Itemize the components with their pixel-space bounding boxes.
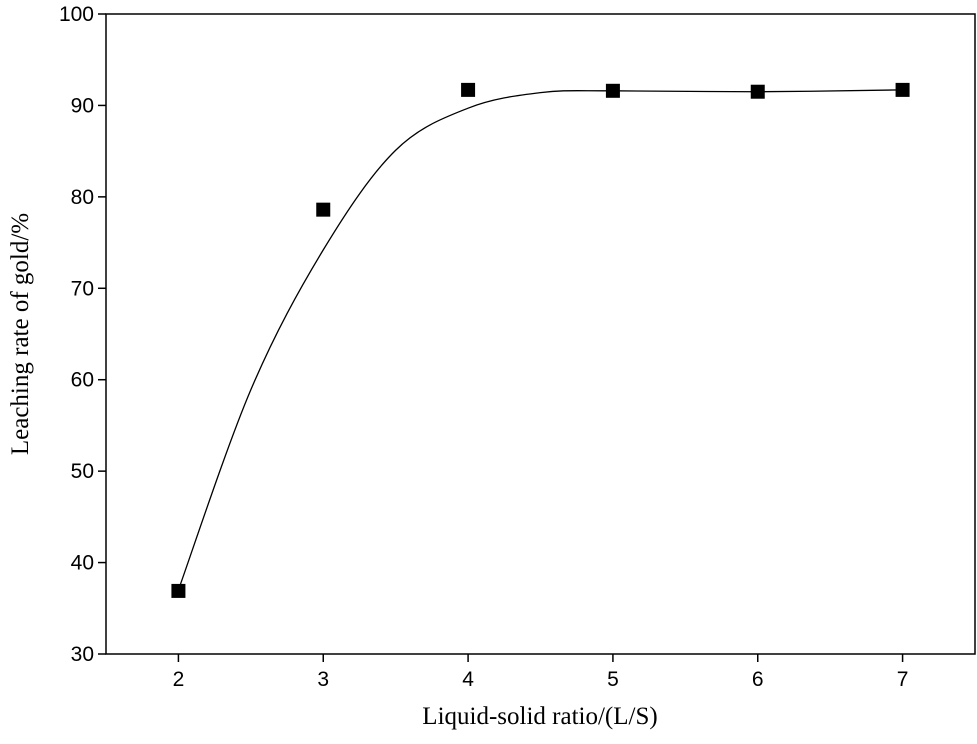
y-tick-label: 80 — [71, 186, 94, 209]
data-point — [171, 583, 186, 598]
data-point — [895, 82, 910, 97]
data-point — [461, 82, 476, 97]
x-tick-label: 5 — [607, 668, 619, 691]
fit-line — [177, 89, 903, 591]
y-tick-label: 30 — [71, 643, 94, 666]
y-tick-label: 100 — [59, 3, 94, 26]
x-tick-label: 2 — [173, 668, 185, 691]
data-point — [605, 83, 620, 98]
x-tick-label: 4 — [462, 668, 474, 691]
y-tick-label: 90 — [71, 94, 94, 117]
y-tick-label: 70 — [71, 277, 94, 300]
x-tick-label: 3 — [317, 668, 329, 691]
y-axis-label: Leaching rate of gold/% — [7, 213, 34, 455]
x-tick-label: 7 — [897, 668, 909, 691]
plot-frame — [105, 13, 976, 655]
data-point — [750, 84, 765, 99]
y-tick-label: 40 — [71, 552, 94, 575]
x-tick-label: 6 — [752, 668, 764, 691]
y-tick-label: 50 — [71, 460, 94, 483]
y-tick-label: 60 — [71, 369, 94, 392]
x-axis-label: Liquid-solid ratio/(L/S) — [422, 703, 657, 730]
data-point — [316, 202, 331, 217]
